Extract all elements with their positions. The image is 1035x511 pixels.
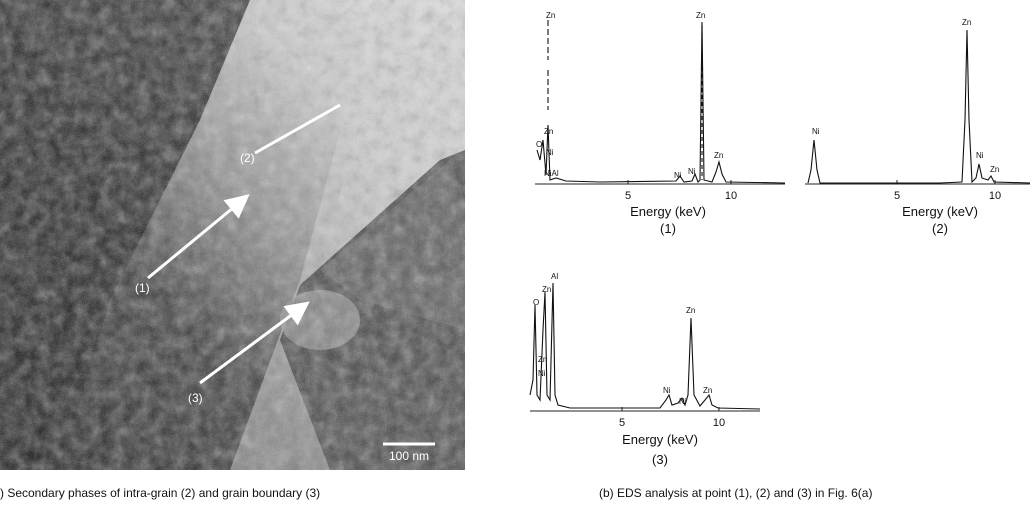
peak-label: Zn	[990, 165, 999, 174]
spectrum-1: Zn Zn O Zn Ni NiAl Ni Ni Zn 5 10 Energy …	[535, 11, 785, 236]
peak-label: O	[533, 298, 539, 307]
peak-label: Al	[551, 272, 558, 281]
peak-label: Zn	[538, 355, 547, 364]
peak-label: Ni	[688, 167, 696, 176]
spectrum-label: (1)	[660, 221, 676, 236]
peak-label: Zn	[544, 127, 553, 136]
caption: (b) EDS analysis at point (1), (2) and (…	[599, 486, 872, 500]
x-tick-label: 5	[619, 417, 625, 429]
x-tick-label: 10	[725, 190, 737, 202]
peak-label: Zn	[546, 11, 555, 20]
peak-label: Ni	[663, 386, 671, 395]
spectrum-label: (2)	[932, 221, 948, 236]
peak-label: Zn	[703, 386, 712, 395]
caption: ) Secondary phases of intra-grain (2) an…	[0, 486, 320, 500]
peak-label: Ni	[812, 127, 820, 136]
spectrum-3: Al Zn O Zn Ni Zn Ni Ni Zn 5 10 Energy (k…	[530, 272, 760, 467]
peak-label: Ni	[976, 151, 984, 160]
point-label: (3)	[188, 391, 203, 405]
tem-image	[0, 0, 465, 470]
x-axis-label: Energy (keV)	[630, 204, 706, 219]
peak-label: O	[536, 140, 542, 149]
x-tick-label: 5	[894, 190, 900, 202]
peak-label: Zn	[686, 306, 695, 315]
peak-label: Ni	[546, 148, 554, 157]
peak-label: Ni	[538, 369, 546, 378]
peak-label: Zn	[962, 18, 971, 27]
x-tick-label: 10	[989, 190, 1001, 202]
x-tick-label: 5	[625, 190, 631, 202]
peak-label: Zn	[542, 285, 551, 294]
x-axis-label: Energy (keV)	[622, 432, 698, 447]
peak-label: Ni	[674, 171, 682, 180]
point-label: (1)	[135, 281, 150, 295]
peak-label: NiAl	[544, 169, 559, 178]
peak-label: Ni	[679, 397, 687, 406]
point-label: (2)	[240, 151, 255, 165]
figure: (2) (1) (3) 100 nm ) Secondary phases of…	[0, 0, 1035, 511]
peak-label: Zn	[696, 11, 705, 20]
peak-label: Zn	[714, 151, 723, 160]
x-axis-label: Energy (keV)	[902, 204, 978, 219]
x-tick-label: 10	[713, 417, 725, 429]
scale-bar-label: 100 nm	[389, 449, 429, 463]
spectrum-label: (3)	[652, 452, 668, 467]
spectrum-2: Ni Zn Ni Zn 5 10 Energy (keV) (2)	[805, 18, 1030, 236]
